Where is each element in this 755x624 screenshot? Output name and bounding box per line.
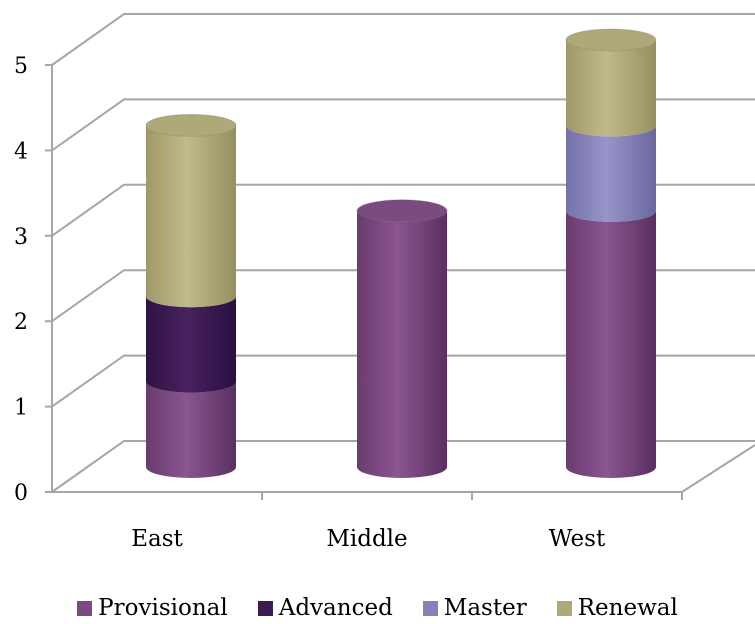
legend-swatch <box>77 600 93 616</box>
bar-top-cap <box>145 113 237 137</box>
gridline <box>51 354 755 408</box>
category-label: East <box>131 526 183 552</box>
bars <box>145 28 657 479</box>
category-label: Middle <box>326 526 407 552</box>
y-tick-label: 1 <box>14 396 28 421</box>
bar-segment-renewal <box>146 125 236 308</box>
y-tick-label: 0 <box>14 481 28 506</box>
bar-top-cap <box>565 28 657 52</box>
bar-segment-renewal <box>566 40 656 137</box>
bar-segment-master <box>566 125 656 222</box>
y-tick-label: 2 <box>14 310 28 335</box>
legend-swatch <box>257 600 273 616</box>
axes <box>51 65 755 500</box>
legend-label: Master <box>443 595 527 621</box>
y-tick-labels: 0 1 2 3 4 5 <box>14 54 52 506</box>
bar-segment-provisional <box>566 210 656 479</box>
legend-item: Renewal <box>556 595 678 621</box>
legend-swatch <box>556 600 572 616</box>
legend-item: Master <box>422 595 527 621</box>
bar-segment-provisional <box>357 210 447 479</box>
category-label: West <box>549 526 606 552</box>
legend-label: Renewal <box>577 595 678 621</box>
gridline <box>51 269 755 323</box>
y-tick-label: 4 <box>14 139 28 164</box>
category-labels: East Middle West <box>131 526 606 552</box>
legend-swatch <box>422 600 438 616</box>
bar-segment-provisional <box>146 381 236 478</box>
y-tick-label: 5 <box>14 54 28 79</box>
legend: Provisional Advanced Master Renewal <box>0 592 755 624</box>
gridline <box>51 183 755 237</box>
grid <box>51 13 755 493</box>
legend-label: Provisional <box>98 595 228 621</box>
legend-label: Advanced <box>278 595 393 621</box>
gridline <box>51 13 755 66</box>
gridline <box>51 98 755 152</box>
bar-top-cap <box>356 199 448 223</box>
gridline <box>51 440 755 493</box>
legend-item: Provisional <box>77 595 228 621</box>
legend-item: Advanced <box>257 595 393 621</box>
y-tick-label: 3 <box>14 225 28 250</box>
bar-segment-advanced <box>146 296 236 393</box>
